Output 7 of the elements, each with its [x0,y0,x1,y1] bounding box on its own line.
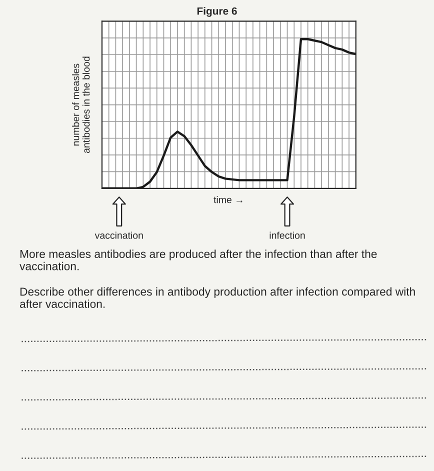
text: vaccination [94,232,143,239]
text: Describe other differences in antibody production after infection compared with after vaccination. [20,287,415,308]
y-axis-title: number of measles antibodies in the blood [72,56,90,154]
text: infection [270,232,305,239]
x-axis-title: time → [214,196,242,204]
text: More measles antibodies are produced after the infection than after the vaccination. [20,250,377,270]
chart-title: Figure 6 [197,7,237,17]
